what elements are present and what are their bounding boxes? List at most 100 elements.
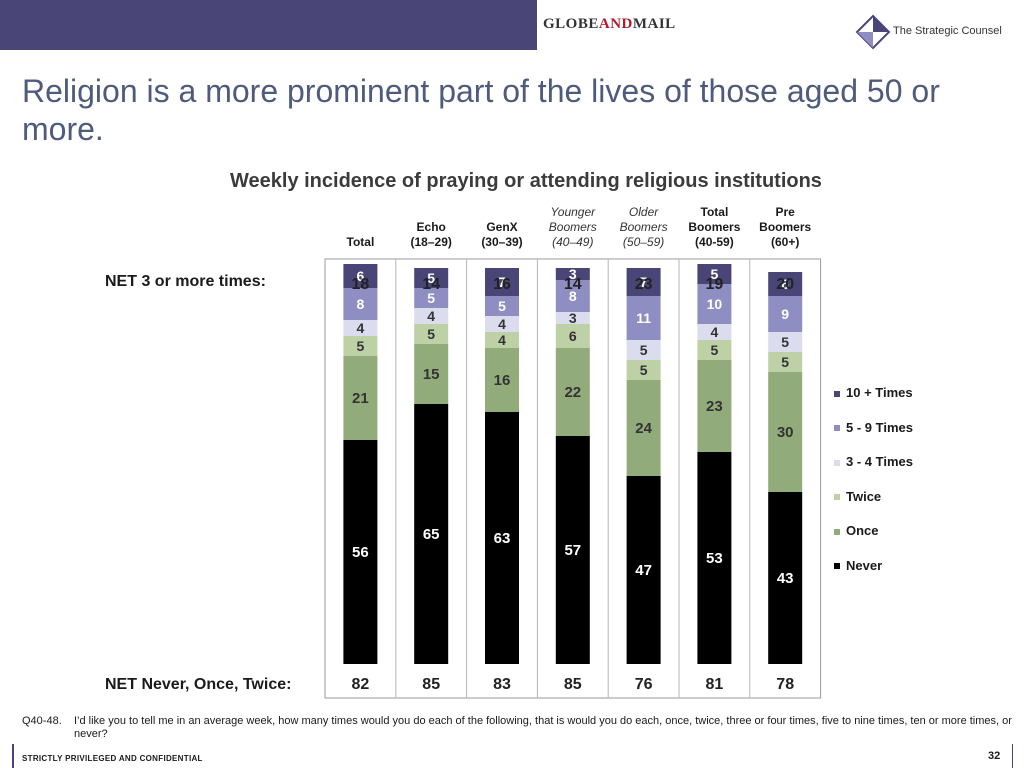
net-top-value: 20 bbox=[776, 276, 794, 293]
net-top-value: 19 bbox=[706, 276, 724, 293]
bar-value-label: 22 bbox=[564, 384, 581, 401]
column-header: Older Boomers (50–59) bbox=[609, 205, 679, 250]
column-header: Younger Boomers (40–49) bbox=[538, 205, 608, 250]
bar-segment bbox=[768, 332, 803, 352]
net-top-value: 14 bbox=[422, 276, 440, 293]
bar-segment bbox=[343, 320, 378, 336]
bar-segment bbox=[768, 492, 803, 664]
bar-segment bbox=[626, 360, 661, 380]
bar-segment bbox=[343, 336, 378, 356]
net-top-value: 18 bbox=[352, 276, 370, 293]
bar-value-label: 16 bbox=[494, 372, 511, 389]
bar-value-label: 63 bbox=[494, 530, 511, 547]
bar-segment bbox=[343, 440, 378, 664]
legend-label: Twice bbox=[846, 488, 882, 504]
bar-value-label: 3 bbox=[569, 266, 577, 282]
legend-item: 3 - 4 Times bbox=[834, 454, 913, 470]
legend-label: 5 - 9 Times bbox=[846, 419, 913, 435]
bar-segment bbox=[485, 332, 519, 348]
column-header: Total bbox=[325, 235, 395, 250]
net-bottom-label: NET Never, Once, Twice: bbox=[105, 676, 292, 693]
column-header-line: Total bbox=[700, 205, 729, 219]
bar-value-label: 7 bbox=[640, 274, 648, 290]
bar-segment bbox=[555, 312, 590, 324]
bar-segment bbox=[768, 272, 803, 296]
net-bottom-value: 78 bbox=[776, 676, 794, 693]
bar-segment bbox=[485, 316, 519, 332]
bar-value-label: 6 bbox=[357, 268, 365, 284]
footnote-text: I’d like you to tell me in an average we… bbox=[74, 715, 1012, 740]
bar-value-label: 5 bbox=[781, 334, 789, 350]
bar-segment bbox=[697, 264, 732, 284]
net-bottom-value: 81 bbox=[706, 676, 724, 693]
footer-divider bbox=[12, 744, 14, 768]
bar-value-label: 7 bbox=[498, 274, 506, 290]
bar-segment bbox=[697, 284, 732, 324]
bar-segment bbox=[414, 268, 449, 288]
legend-item: Twice bbox=[834, 489, 881, 505]
bar-value-label: 10 bbox=[707, 296, 723, 312]
column-header-line: GenX bbox=[486, 220, 518, 234]
legend-label: 10 + Times bbox=[846, 385, 913, 400]
bar-value-label: 5 bbox=[640, 362, 648, 378]
bar-value-label: 5 bbox=[781, 354, 789, 370]
bar-value-label: 3 bbox=[569, 310, 577, 326]
column-header-line: (50–59) bbox=[622, 235, 665, 249]
bar-segment bbox=[697, 360, 732, 452]
net-top-value: 14 bbox=[564, 276, 582, 293]
net-bottom-value: 76 bbox=[635, 676, 653, 693]
bar-segment bbox=[697, 324, 732, 340]
page-title: Religion is a more prominent part of the… bbox=[22, 73, 940, 147]
column-header-line: Pre bbox=[775, 205, 795, 219]
legend-item: 5 - 9 Times bbox=[834, 420, 913, 436]
legend-swatch bbox=[834, 494, 840, 501]
bar-segment bbox=[343, 288, 378, 320]
bar-value-label: 4 bbox=[357, 320, 365, 336]
legend-label: Never bbox=[846, 557, 883, 573]
legend-swatch bbox=[834, 528, 840, 535]
bar-value-label: 11 bbox=[636, 310, 651, 326]
column-header: Echo (18–29) bbox=[396, 220, 466, 250]
bar-value-label: 56 bbox=[352, 544, 369, 561]
column-header-line: Boomers bbox=[619, 220, 668, 234]
bar-value-label: 5 bbox=[498, 298, 506, 314]
column-header-line: Boomers bbox=[759, 220, 812, 234]
bar-segment bbox=[626, 296, 661, 340]
column-header-line: Younger bbox=[550, 205, 596, 219]
strategic-counsel-logo-text: The Strategic Counsel bbox=[893, 25, 1002, 37]
bar-value-label: 6 bbox=[781, 276, 789, 292]
bar-segment bbox=[626, 340, 661, 360]
bar-value-label: 21 bbox=[352, 390, 369, 407]
net-bottom-value: 82 bbox=[352, 676, 370, 693]
column-header-line: (30–39) bbox=[481, 235, 523, 249]
column-header: GenX (30–39) bbox=[467, 220, 537, 250]
strategic-counsel-logo-icon bbox=[855, 14, 891, 50]
bar-segment bbox=[555, 280, 590, 312]
bar-value-label: 57 bbox=[564, 542, 581, 559]
bar-segment bbox=[555, 268, 590, 280]
legend-swatch bbox=[834, 390, 840, 397]
bar-segment bbox=[414, 308, 449, 324]
net-top-value: 16 bbox=[493, 276, 511, 293]
bar-value-label: 15 bbox=[423, 366, 440, 383]
net-bottom-value: 85 bbox=[564, 676, 582, 693]
chart-title: Weekly incidence of praying or attending… bbox=[230, 170, 822, 192]
bar-value-label: 23 bbox=[706, 398, 723, 415]
net-bottom-value: 83 bbox=[493, 676, 511, 693]
confidential-footer: STRICTLY PRIVILEGED AND CONFIDENTIAL bbox=[22, 754, 203, 763]
bar-segment bbox=[414, 324, 449, 344]
bar-value-label: 65 bbox=[423, 526, 440, 543]
bar-value-label: 5 bbox=[427, 326, 435, 342]
bar-value-label: 24 bbox=[635, 420, 652, 437]
column-header: Pre Boomers (60+) bbox=[750, 205, 820, 250]
column-header: Total Boomers (40-59) bbox=[679, 205, 749, 250]
footnote-question-id: Q40-48. bbox=[22, 715, 62, 727]
legend-label: 3 - 4 Times bbox=[846, 454, 913, 469]
bar-value-label: 4 bbox=[498, 316, 506, 332]
bar-value-label: 5 bbox=[711, 342, 719, 358]
bar-value-label: 30 bbox=[777, 424, 794, 441]
bar-segment bbox=[697, 452, 732, 664]
legend-swatch bbox=[834, 563, 840, 570]
column-header-line: (40–49) bbox=[552, 235, 594, 249]
net-top-label: NET 3 or more times: bbox=[105, 273, 266, 290]
